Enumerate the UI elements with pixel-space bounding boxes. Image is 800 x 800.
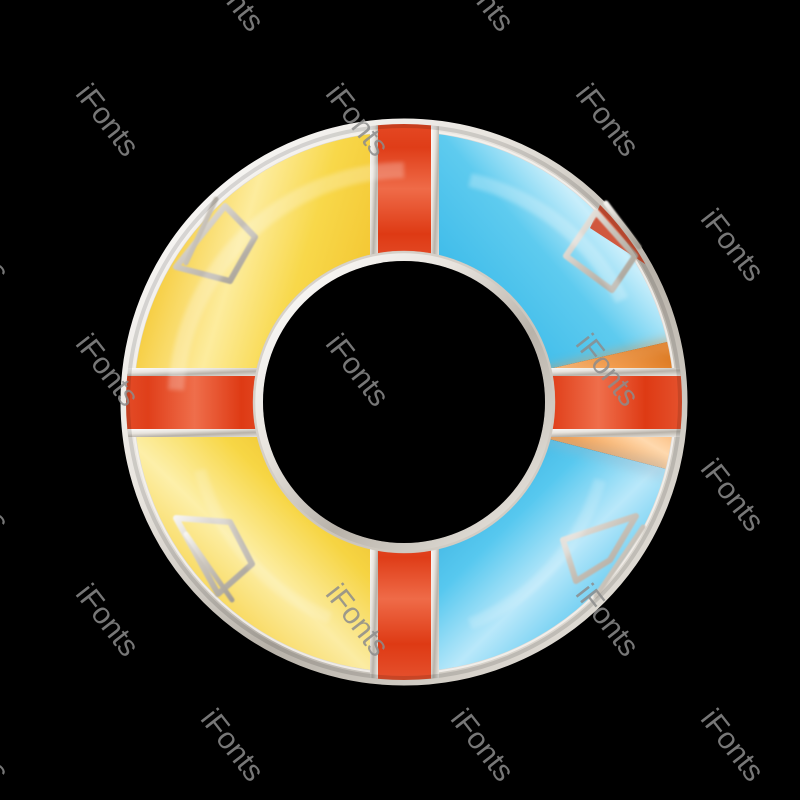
band-upper-right-sliver (590, 205, 700, 292)
ring-highlights (168, 162, 629, 630)
rope-handle-lower-right (560, 513, 646, 599)
ring-inner-rim (252, 250, 556, 554)
ring-band-straps (110, 108, 698, 698)
ring-outer-shading (126, 124, 682, 680)
